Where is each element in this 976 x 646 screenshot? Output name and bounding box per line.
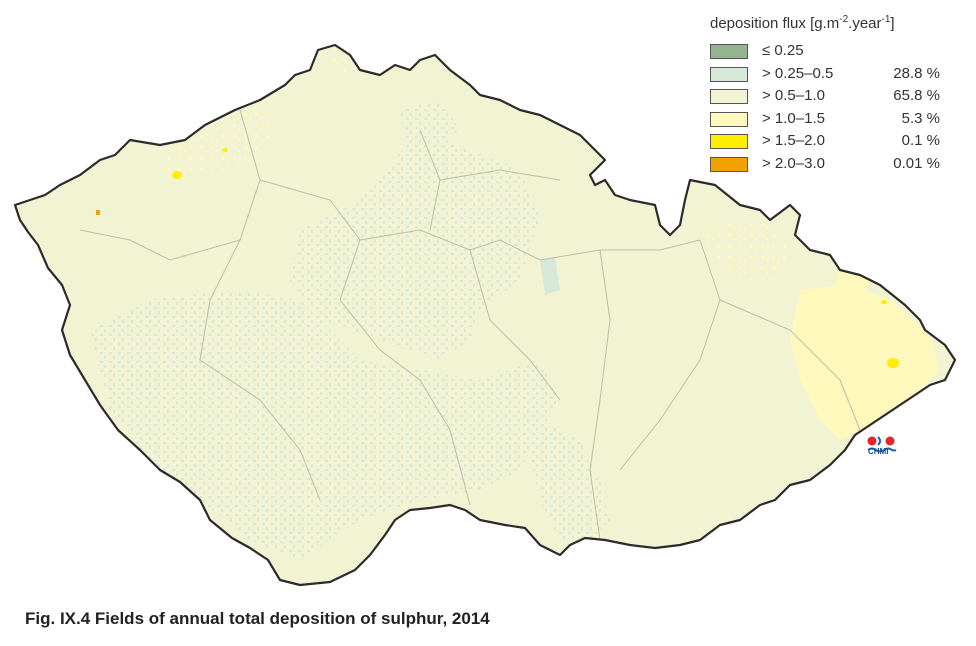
legend-percent: 28.8 % — [893, 64, 940, 82]
figure-caption: Fig. IX.4 Fields of annual total deposit… — [25, 609, 490, 628]
legend-swatch — [710, 111, 748, 127]
legend-swatch — [710, 156, 748, 172]
legend-item: ≤ 0.25 — [710, 42, 950, 65]
country-border — [13, 43, 957, 587]
legend-range-label: > 2.0–3.0 — [762, 154, 825, 172]
region-boundaries — [79, 109, 861, 541]
legend-percent: 0.01 % — [893, 154, 940, 172]
legend-swatch — [710, 134, 748, 150]
legend-range-label: > 1.5–2.0 — [762, 132, 825, 150]
legend: ≤ 0.25 > 0.25–0.5 28.8 % > 0.5–1.0 65.8 … — [710, 42, 950, 178]
legend-swatch — [710, 66, 748, 82]
legend-percent: 5.3 % — [901, 109, 940, 127]
legend-percent: 65.8 % — [893, 87, 940, 105]
legend-item: > 1.5–2.0 0.1 % — [710, 132, 950, 155]
legend-item: > 0.5–1.0 65.8 % — [710, 87, 950, 110]
legend-range-label: > 0.5–1.0 — [762, 87, 825, 105]
logo-text: CHMI — [868, 447, 889, 456]
legend-range-label: > 1.0–1.5 — [762, 109, 825, 127]
logo-dot-left — [867, 436, 877, 446]
czech-republic-map — [13, 43, 957, 587]
legend-swatch — [710, 44, 748, 59]
legend-item: > 0.25–0.5 28.8 % — [710, 65, 950, 88]
legend-swatch — [710, 89, 748, 105]
logo-dot-right — [885, 436, 895, 446]
logo-wave — [867, 447, 897, 453]
logo-arc — [877, 436, 881, 446]
legend-title: deposition flux [g.m-2.year-1] — [710, 14, 895, 32]
legend-range-label: > 0.25–0.5 — [762, 64, 834, 82]
legend-range-label: ≤ 0.25 — [762, 42, 804, 59]
legend-percent: 0.1 % — [901, 132, 940, 150]
legend-item: > 2.0–3.0 0.01 % — [710, 155, 950, 178]
chmi-logo-icon — [867, 436, 897, 453]
legend-item: > 1.0–1.5 5.3 % — [710, 110, 950, 133]
map-area: deposition flux [g.m-2.year-1] ≤ 0.25 > … — [13, 14, 957, 587]
